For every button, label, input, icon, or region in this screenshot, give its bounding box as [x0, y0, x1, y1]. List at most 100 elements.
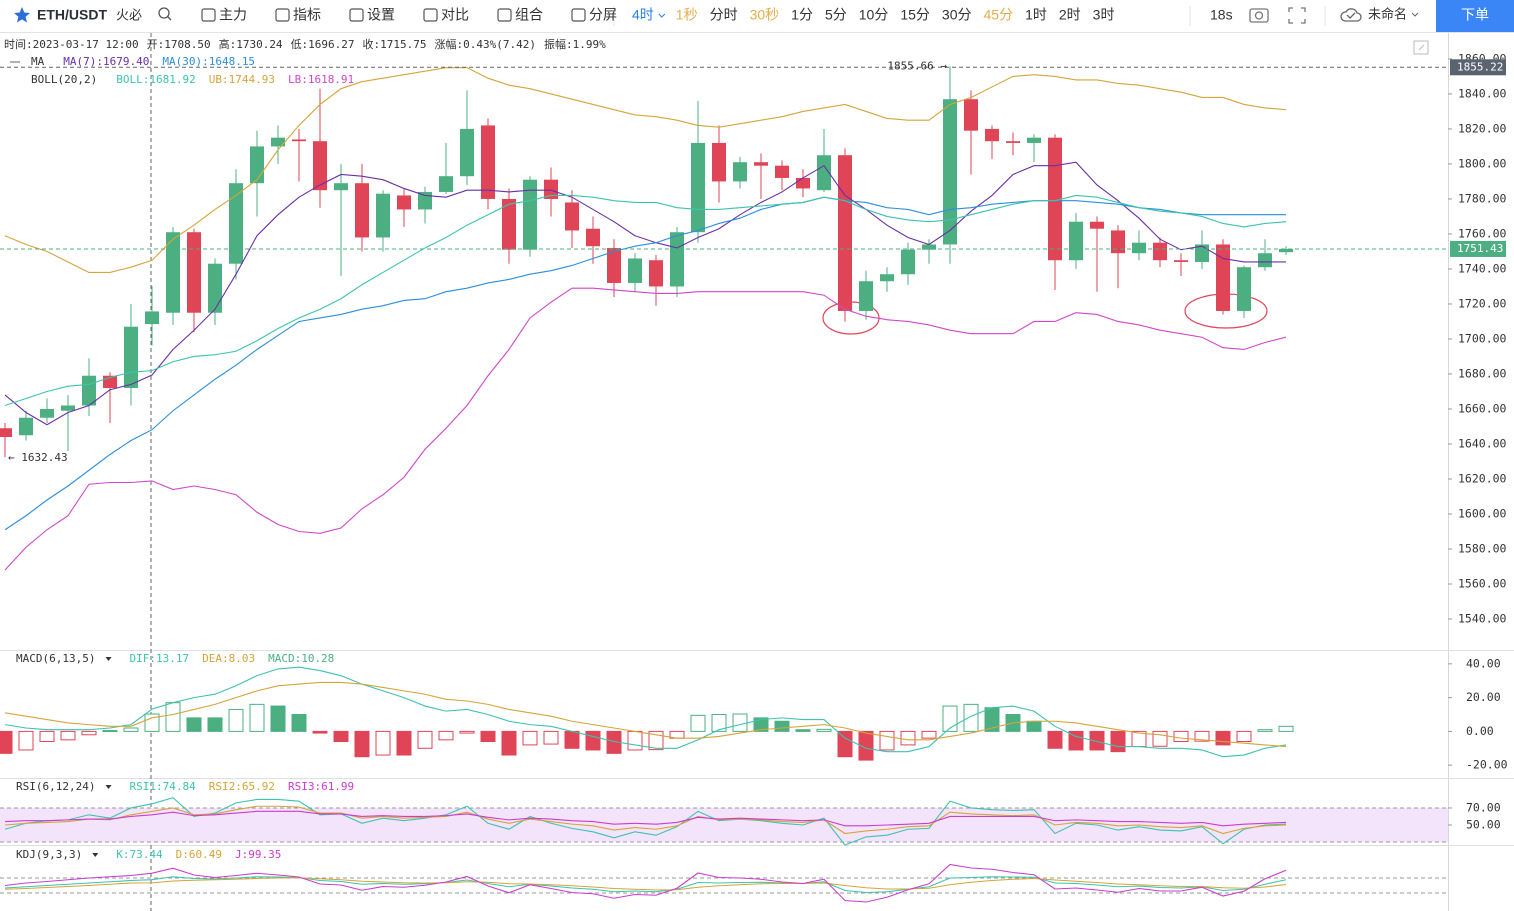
button-icon[interactable]	[349, 8, 364, 22]
candle-body	[607, 247, 621, 283]
candle-body	[670, 232, 684, 287]
candle-body	[880, 274, 894, 282]
candle-body	[712, 142, 726, 182]
indicator-menu[interactable]	[105, 657, 112, 661]
candle-body	[1153, 242, 1167, 261]
button-icon[interactable]	[571, 8, 586, 22]
crosshair-price-box	[1450, 59, 1506, 76]
macd-bar	[585, 730, 601, 751]
candle-body	[1069, 221, 1083, 261]
expand-icon[interactable]	[1413, 40, 1429, 55]
macd-bar	[1026, 720, 1042, 732]
macd-bar	[816, 728, 832, 732]
candle-body	[1237, 267, 1251, 311]
macd-bar	[249, 703, 265, 732]
macd-bar	[480, 730, 496, 743]
legend-entry: J:99.35	[235, 848, 281, 861]
legend-entry: UB:1744.93	[209, 73, 275, 86]
y-tick-label: 50.00	[1466, 817, 1501, 831]
macd-bar	[1152, 730, 1168, 747]
info-item: 涨幅:0.43%(7.42)	[435, 38, 536, 51]
toolbar-button[interactable]: 设置	[367, 7, 395, 23]
interval-option[interactable]: 2时	[1059, 7, 1081, 23]
info-item: 开:1708.50	[147, 38, 211, 51]
indicator-line	[4, 805, 1287, 835]
screenshot-icon[interactable]	[1249, 8, 1269, 23]
toolbar-button[interactable]: 对比	[441, 7, 469, 23]
candle-body	[985, 128, 999, 142]
y-tick-label: 1620.00	[1458, 471, 1507, 485]
candle-body	[943, 99, 957, 245]
y-tick-label: 1600.00	[1458, 507, 1507, 521]
toolbar-button[interactable]: 分屏	[589, 7, 617, 23]
indicator-line	[4, 67, 1287, 274]
info-item: 高:1730.24	[219, 37, 283, 51]
legend-entry: BOLL:1681.92	[116, 73, 195, 86]
indicator-line	[4, 877, 1287, 891]
interval-option[interactable]: 10分	[859, 7, 889, 23]
button-icon[interactable]	[201, 8, 216, 22]
y-tick-label: 1760.00	[1458, 226, 1507, 240]
candle-body	[1048, 137, 1062, 261]
crosshair-price-label: 1855.22	[1457, 60, 1503, 73]
legend-entry: D:60.49	[176, 848, 222, 861]
indicator-menu[interactable]	[92, 853, 99, 857]
macd-bar	[333, 730, 349, 743]
layout-name[interactable]: 未命名	[1368, 6, 1407, 21]
dropdown-arrow[interactable]	[1411, 12, 1419, 17]
interval-option[interactable]: 3时	[1093, 7, 1115, 23]
candle-body	[418, 191, 432, 210]
button-icon[interactable]	[423, 8, 438, 22]
last-price-label: 1751.43	[1457, 242, 1503, 255]
candle-body	[733, 162, 747, 182]
candle-body	[397, 195, 411, 210]
order-button-label[interactable]: 下单	[1461, 7, 1489, 23]
search-icon[interactable]	[158, 7, 172, 21]
fullscreen-icon[interactable]	[1288, 7, 1306, 24]
dropdown-arrow[interactable]	[658, 13, 666, 18]
macd-bar	[564, 730, 580, 749]
macd-bar	[459, 730, 475, 734]
indicator-line	[4, 876, 1287, 894]
macd-bar	[690, 714, 706, 732]
y-tick-label: 1680.00	[1458, 366, 1507, 380]
candle-body	[1132, 242, 1146, 254]
indicator-title: MACD(6,13,5)	[16, 652, 95, 665]
interval-option[interactable]: 分时	[710, 7, 738, 23]
order-button[interactable]	[1436, 0, 1514, 32]
candle-body	[40, 408, 54, 418]
indicator-menu[interactable]	[105, 785, 112, 789]
candle-body	[439, 176, 453, 192]
interval-option[interactable]: 15分	[900, 7, 930, 23]
candle-body	[19, 417, 33, 436]
interval-option[interactable]: 30分	[942, 7, 972, 23]
candle-body	[1090, 221, 1104, 229]
toolbar-button[interactable]: 指标	[293, 7, 321, 23]
y-tick-label: 70.00	[1466, 800, 1501, 814]
interval-option[interactable]: 45分	[984, 7, 1014, 23]
button-icon[interactable]	[275, 8, 290, 22]
indicator-line	[4, 161, 1286, 426]
candle-body	[82, 375, 96, 406]
y-tick-label: 1560.00	[1458, 577, 1507, 591]
candle-body	[586, 228, 600, 247]
interval-option[interactable]: 1时	[1025, 7, 1047, 23]
interval-option[interactable]: 4时	[632, 7, 654, 23]
button-icon[interactable]	[497, 8, 512, 22]
interval-option[interactable]: 1分	[791, 7, 813, 23]
cloud-icon[interactable]	[1340, 8, 1362, 22]
last-price-box	[1450, 240, 1506, 257]
interval-option[interactable]: 30秒	[750, 7, 780, 23]
toolbar-button[interactable]: 主力	[219, 7, 247, 23]
interval-option[interactable]: 5分	[825, 7, 847, 23]
macd-bar	[1278, 725, 1294, 732]
macd-bar	[522, 730, 538, 746]
symbol[interactable]: ETH/USDT	[37, 7, 107, 23]
interval-option[interactable]: 1秒	[676, 7, 698, 23]
macd-bar	[1194, 730, 1210, 742]
toolbar-button[interactable]: 组合	[515, 7, 543, 23]
favorite-star[interactable]	[14, 7, 30, 23]
candle-body	[796, 177, 810, 189]
y-tick-label: 20.00	[1466, 690, 1501, 704]
